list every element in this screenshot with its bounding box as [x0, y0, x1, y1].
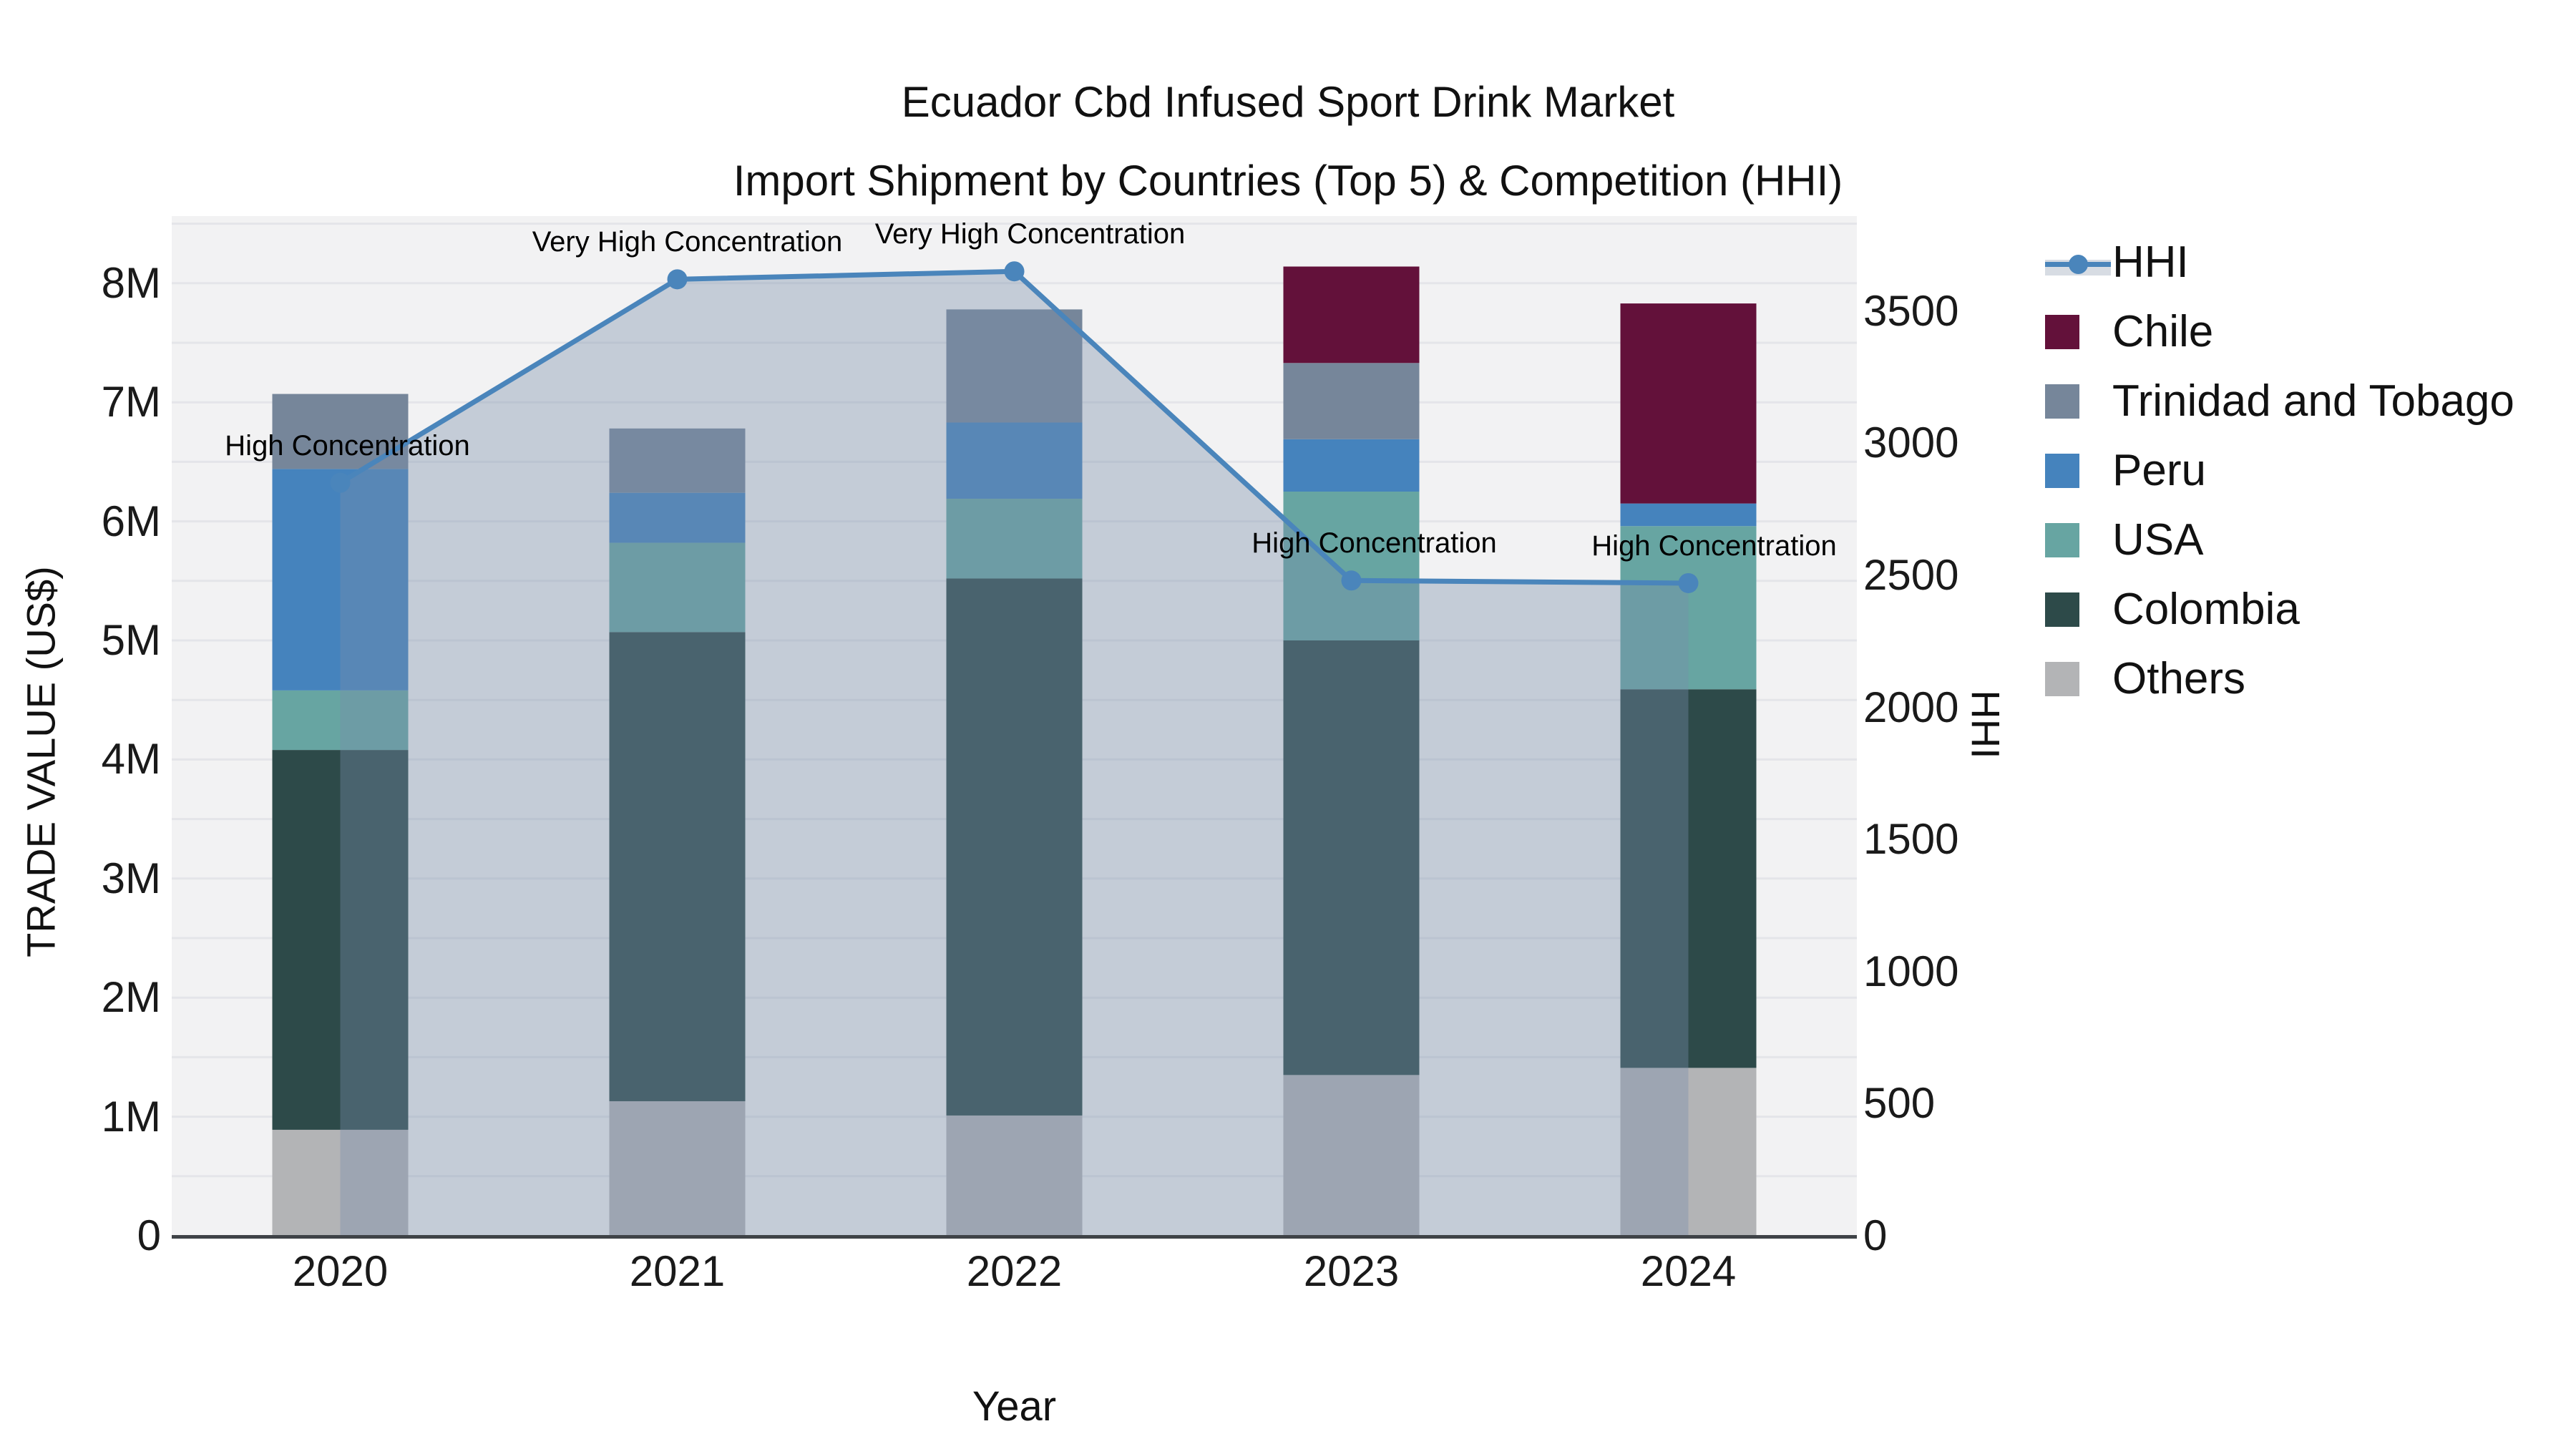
annotation-2020: High Concentration [225, 429, 470, 462]
right-tick-1000: 1000 [1863, 947, 1959, 995]
annotation-2021: Very High Concentration [532, 226, 843, 258]
legend-label: Colombia [2112, 585, 2300, 634]
bar-segment-chile-2024[interactable] [1620, 303, 1757, 504]
left-tick-0: 0 [137, 1211, 161, 1259]
left-tick-2M: 2M [101, 973, 161, 1022]
right-tick-3500: 3500 [1863, 286, 1959, 335]
left-tick-5M: 5M [101, 616, 161, 664]
bar-segment-peru-2021[interactable] [609, 492, 746, 543]
hhi-marker-2021[interactable] [667, 269, 688, 290]
legend-item-others[interactable]: Others [2045, 644, 2514, 713]
legend-item-colombia[interactable]: Colombia [2045, 575, 2514, 644]
hhi-marker-2024[interactable] [1678, 572, 1699, 593]
bar-segment-colombia-2021[interactable] [609, 632, 746, 1101]
legend-swatch-colombia [2045, 592, 2079, 627]
legend-label: USA [2112, 515, 2204, 565]
chart-title-line2: Import Shipment by Countries (Top 5) & C… [733, 157, 1843, 205]
legend-label: Trinidad and Tobago [2112, 376, 2514, 426]
left-tick-3M: 3M [101, 854, 161, 902]
x-tick-2021: 2021 [629, 1247, 726, 1295]
bar-segment-others-2024[interactable] [1620, 1068, 1757, 1236]
right-tick-0: 0 [1863, 1211, 1888, 1259]
bar-segment-others-2021[interactable] [609, 1101, 746, 1236]
bar-segment-usa-2020[interactable] [272, 690, 409, 751]
bar-segment-colombia-2024[interactable] [1620, 689, 1757, 1068]
annotation-2023: High Concentration [1252, 527, 1497, 560]
right-tick-2500: 2500 [1863, 550, 1959, 599]
bar-segment-trinidad-and-tobago-2022[interactable] [946, 309, 1083, 423]
bar-segment-usa-2024[interactable] [1620, 526, 1757, 690]
right-tick-500: 500 [1863, 1079, 1936, 1128]
right-tick-2000: 2000 [1863, 683, 1959, 731]
legend-item-trinidad-and-tobago[interactable]: Trinidad and Tobago [2045, 366, 2514, 436]
bar-segment-colombia-2020[interactable] [272, 750, 409, 1130]
bar-segment-trinidad-and-tobago-2023[interactable] [1283, 363, 1420, 439]
hhi-line-swatch-icon [2045, 245, 2111, 280]
x-tick-2020: 2020 [292, 1247, 389, 1295]
bar-segment-colombia-2023[interactable] [1283, 640, 1420, 1075]
legend-item-chile[interactable]: Chile [2045, 297, 2514, 366]
bar-segment-others-2022[interactable] [946, 1115, 1083, 1236]
left-tick-8M: 8M [101, 258, 161, 307]
bar-segment-usa-2022[interactable] [946, 498, 1083, 579]
left-tick-4M: 4M [101, 735, 161, 784]
x-tick-2023: 2023 [1303, 1247, 1400, 1295]
annotation-2022: Very High Concentration [874, 218, 1186, 250]
bar-segment-others-2023[interactable] [1283, 1075, 1420, 1236]
bar-segment-peru-2023[interactable] [1283, 439, 1420, 492]
bar-segment-peru-2020[interactable] [272, 469, 409, 691]
legend-swatch-others [2045, 661, 2079, 696]
legend-swatch-chile [2045, 314, 2079, 349]
chart-title-line1: Ecuador Cbd Infused Sport Drink Market [901, 78, 1675, 126]
left-tick-1M: 1M [101, 1092, 161, 1141]
hhi-area-fill [340, 271, 1689, 1236]
x-tick-2022: 2022 [966, 1247, 1063, 1295]
right-tick-3000: 3000 [1863, 419, 1959, 467]
left-tick-6M: 6M [101, 497, 161, 545]
x-axis-title: Year [972, 1383, 1057, 1430]
legend-swatch-peru [2045, 453, 2079, 488]
bar-segment-colombia-2022[interactable] [946, 578, 1083, 1116]
legend-item-usa[interactable]: USA [2045, 505, 2514, 575]
bar-segment-usa-2021[interactable] [609, 542, 746, 633]
annotation-2024: High Concentration [1591, 530, 1837, 562]
legend-label: Peru [2112, 446, 2206, 495]
x-axis-line [172, 1235, 1857, 1239]
bar-segment-trinidad-and-tobago-2021[interactable] [609, 428, 746, 493]
left-tick-7M: 7M [101, 378, 161, 426]
legend-swatch-usa [2045, 522, 2079, 557]
bar-segment-chile-2023[interactable] [1283, 266, 1420, 364]
chart-title: Ecuador Cbd Infused Sport Drink Market I… [0, 63, 2576, 220]
right-tick-1500: 1500 [1863, 815, 1959, 864]
hhi-marker-swatch [2069, 254, 2088, 274]
legend-label: Chile [2112, 307, 2214, 356]
bar-segment-others-2020[interactable] [272, 1129, 409, 1236]
legend-label: HHI [2112, 238, 2189, 287]
hhi-marker-2023[interactable] [1341, 570, 1362, 591]
legend-item-hhi[interactable]: HHI [2045, 228, 2514, 297]
legend-label: Others [2112, 654, 2246, 703]
x-tick-2024: 2024 [1640, 1247, 1737, 1295]
bar-segment-usa-2023[interactable] [1283, 492, 1420, 640]
hhi-marker-2022[interactable] [1004, 261, 1025, 282]
bar-segment-peru-2022[interactable] [946, 422, 1083, 499]
legend: HHI Chile Trinidad and Tobago Peru USA Colomb… [2045, 228, 2514, 713]
bar-segment-peru-2024[interactable] [1620, 503, 1757, 527]
hhi-marker-2020[interactable] [330, 472, 351, 493]
legend-swatch-trinidad-and-tobago [2045, 384, 2079, 419]
legend-item-peru[interactable]: Peru [2045, 436, 2514, 505]
